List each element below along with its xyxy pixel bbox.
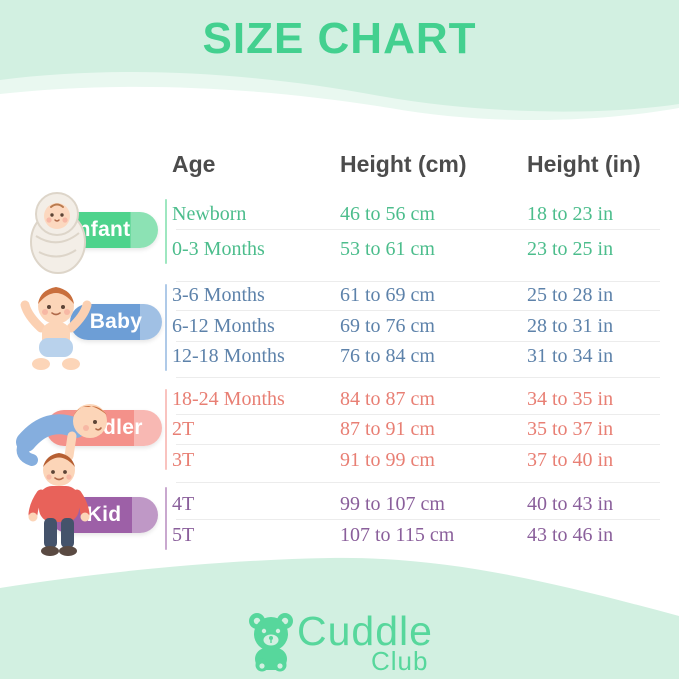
height-cm-cell: 76 to 84 cm: [340, 345, 435, 367]
age-cell: 6-12 Months: [172, 315, 275, 337]
height-cm-cell: 87 to 91 cm: [340, 418, 435, 440]
height-in-cell: 37 to 40 in: [527, 449, 614, 471]
sitting-baby-icon: [20, 287, 92, 370]
height-in-cell: 31 to 34 in: [527, 345, 614, 367]
teddy-bear-icon: [249, 613, 293, 672]
height-in-cell: 34 to 35 in: [527, 388, 614, 410]
height-in-cell: 23 to 25 in: [527, 238, 614, 260]
row-separator: [176, 281, 660, 282]
age-cell: 3T: [172, 449, 195, 471]
group-pill-label: Infant: [71, 218, 131, 241]
height-cm-cell: 69 to 76 cm: [340, 315, 435, 337]
group-divider: [165, 389, 167, 470]
height-in-cell: 43 to 46 in: [527, 524, 614, 546]
age-cell: 2T: [172, 418, 195, 440]
age-cell: Newborn: [172, 203, 247, 225]
brand-subname: Club: [371, 646, 429, 676]
age-cell: 0-3 Months: [172, 238, 265, 260]
swaddled-baby-icon: [30, 192, 86, 274]
group-divider: [165, 199, 167, 264]
height-cm-cell: 46 to 56 cm: [340, 203, 435, 225]
height-cm-cell: 61 to 69 cm: [340, 284, 435, 306]
height-in-cell: 18 to 23 in: [527, 203, 614, 225]
row-separator: [176, 519, 660, 520]
row-separator: [176, 444, 660, 445]
height-cm-cell: 84 to 87 cm: [340, 388, 435, 410]
brand-name: Cuddle: [297, 608, 433, 654]
row-separator: [176, 482, 660, 483]
row-separator: [176, 414, 660, 415]
group-divider: [165, 284, 167, 371]
age-cell: 18-24 Months: [172, 388, 285, 410]
height-cm-cell: 91 to 99 cm: [340, 449, 435, 471]
column-header-height-cm: Height (cm): [340, 151, 467, 177]
height-in-cell: 40 to 43 in: [527, 493, 614, 515]
height-in-cell: 35 to 37 in: [527, 418, 614, 440]
row-separator: [176, 341, 660, 342]
height-in-cell: 28 to 31 in: [527, 315, 614, 337]
height-cm-cell: 99 to 107 cm: [340, 493, 445, 515]
column-header-age: Age: [172, 151, 216, 177]
group-divider: [165, 487, 167, 550]
group-pill-label: Kid: [86, 503, 122, 526]
age-cell: 5T: [172, 524, 195, 546]
height-in-cell: 25 to 28 in: [527, 284, 614, 306]
page-title: SIZE CHART: [202, 14, 477, 63]
crawling-toddler-icon: [16, 404, 107, 466]
age-cell: 12-18 Months: [172, 345, 285, 367]
row-separator: [176, 310, 660, 311]
row-separator: [176, 229, 660, 230]
standing-kid-icon: [28, 453, 90, 556]
row-separator: [176, 377, 660, 378]
height-cm-cell: 107 to 115 cm: [340, 524, 455, 546]
age-cell: 3-6 Months: [172, 284, 265, 306]
age-cell: 4T: [172, 493, 195, 515]
column-header-height-in: Height (in): [527, 151, 641, 177]
height-cm-cell: 53 to 61 cm: [340, 238, 435, 260]
group-pill-label: Baby: [89, 310, 143, 333]
